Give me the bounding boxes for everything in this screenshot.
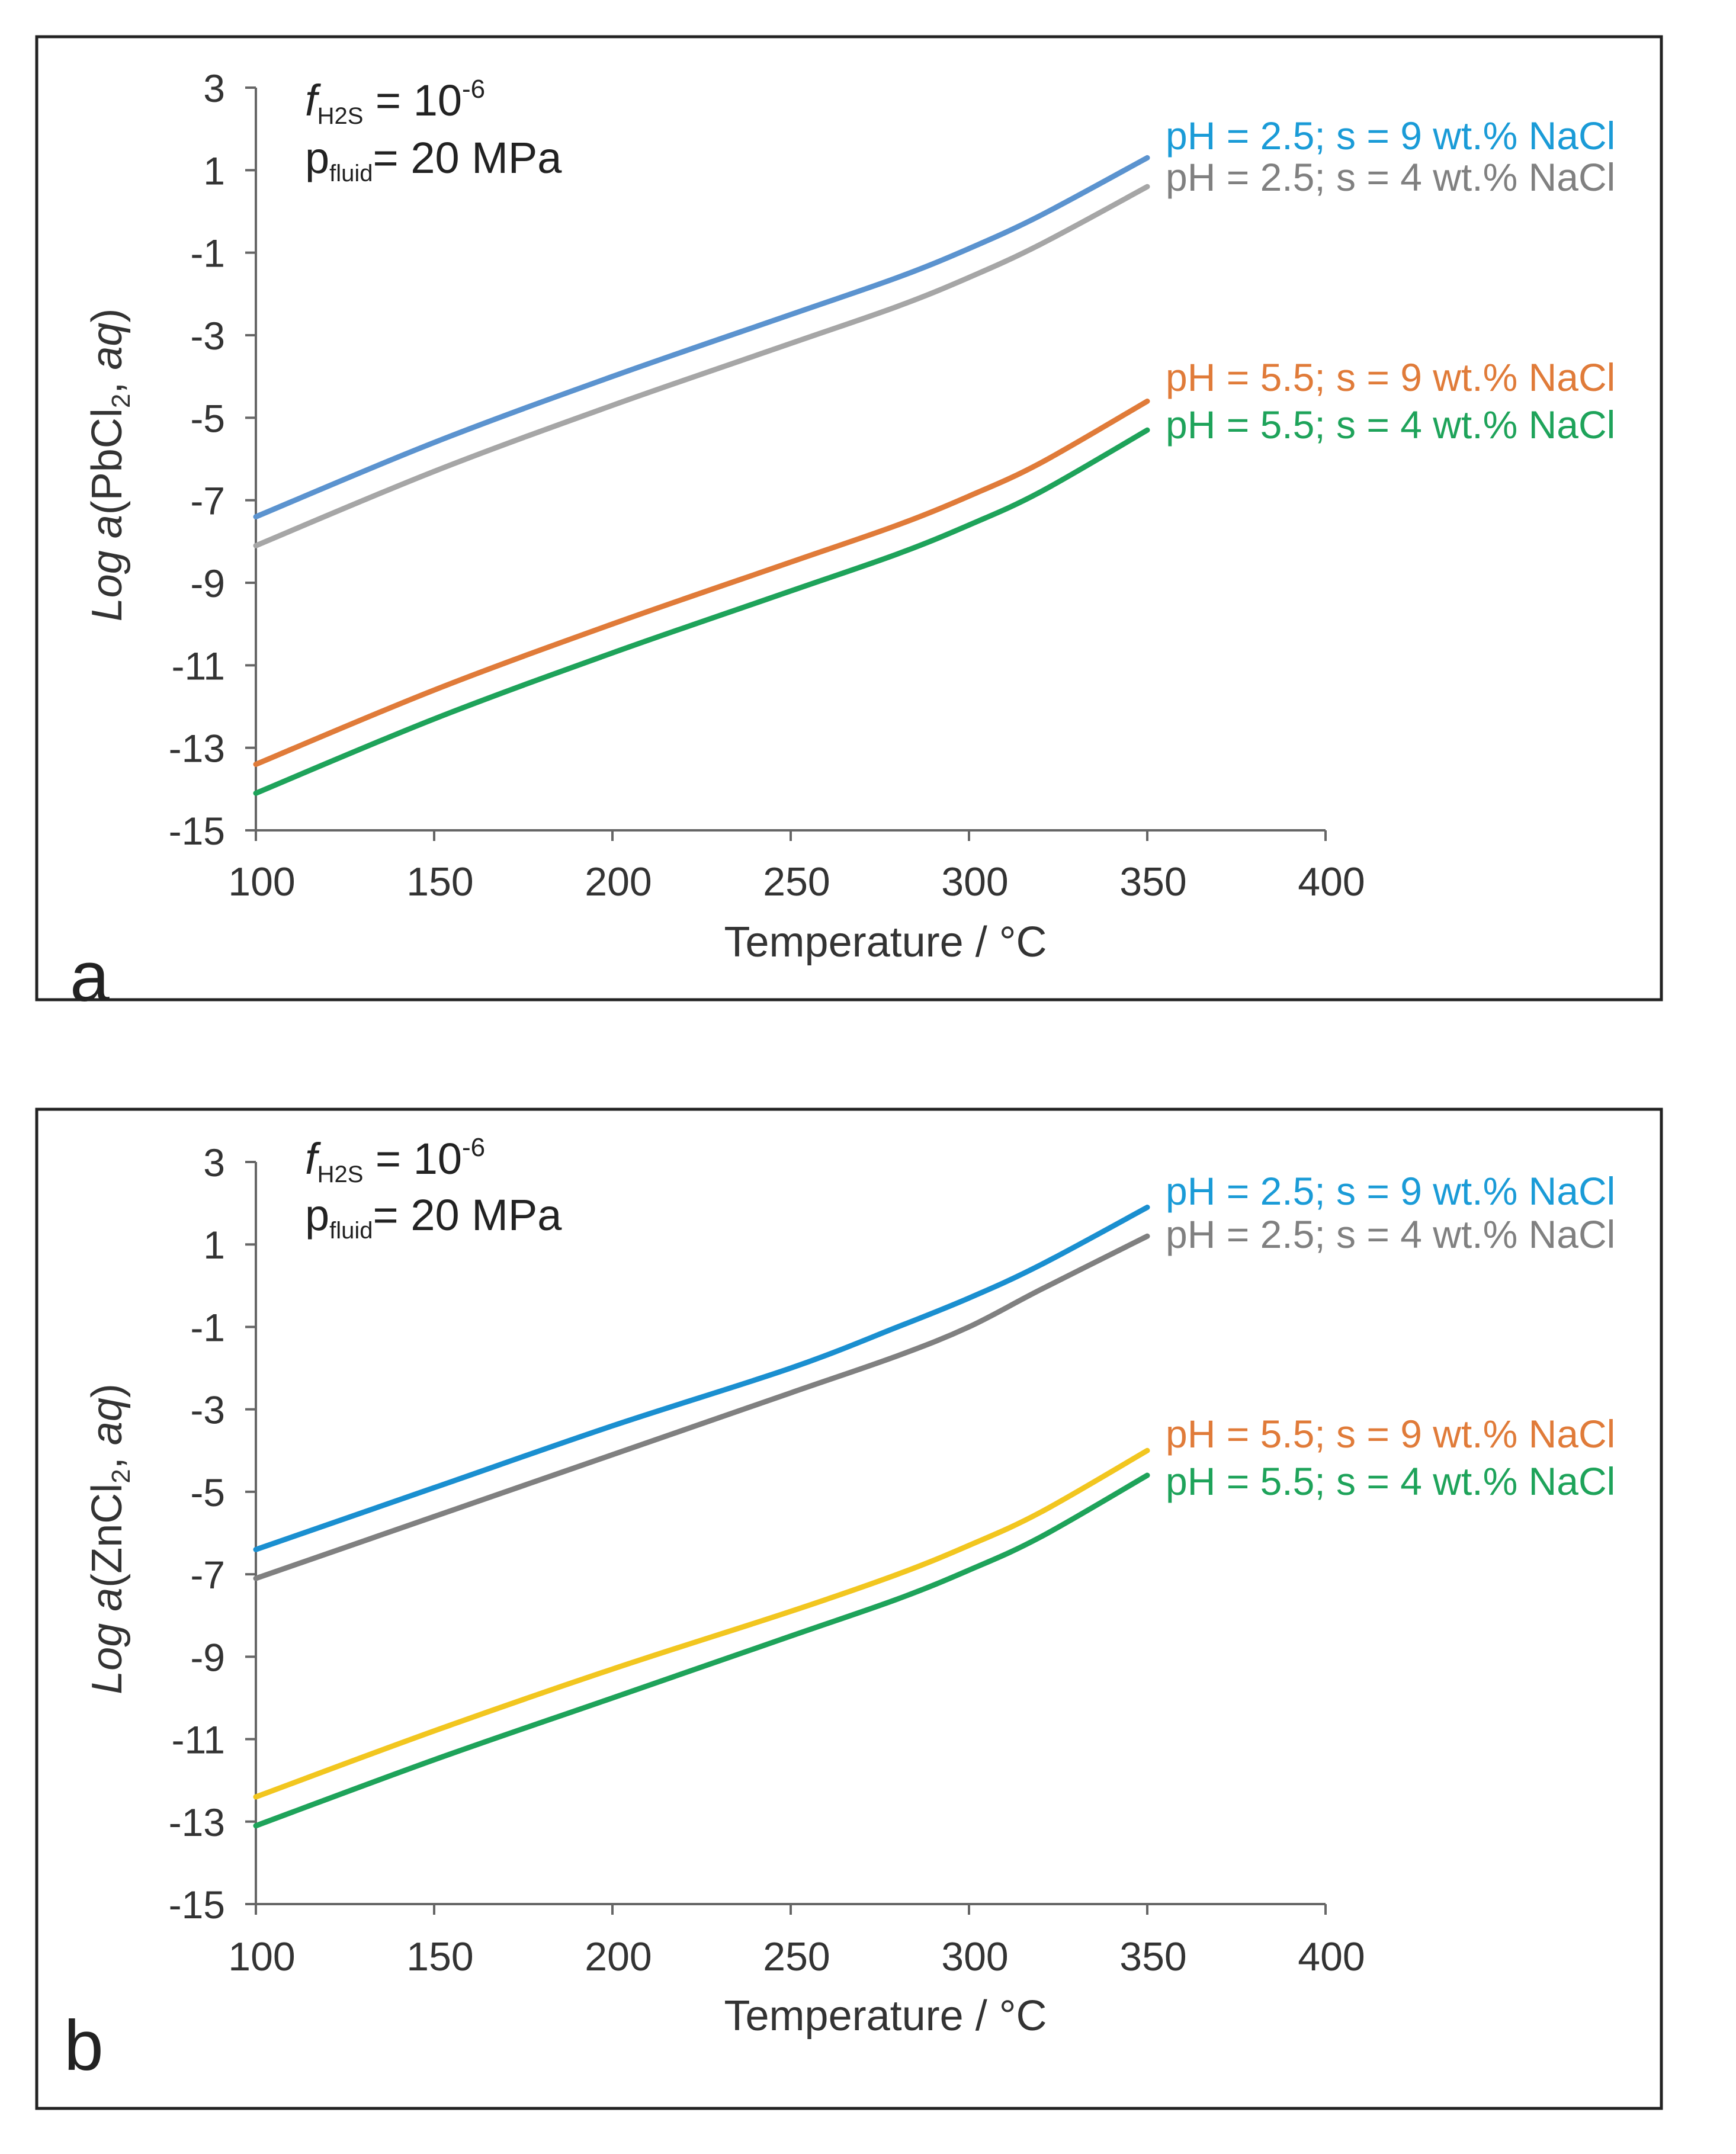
annotation-fugacity: fH2S = 10-6 <box>305 1133 485 1187</box>
annotation-fugacity: fH2S = 10-6 <box>305 75 485 129</box>
x-tick-label: 300 <box>941 1934 1008 1979</box>
annotation-pressure: pfluid= 20 MPa <box>305 1190 562 1244</box>
legend-label: pH = 5.5; s = 4 wt.% NaCl <box>1166 403 1615 447</box>
annotation-pressure: pfluid= 20 MPa <box>305 133 562 187</box>
legend-label: pH = 2.5; s = 9 wt.% NaCl <box>1166 1169 1615 1213</box>
panel-letter: a <box>70 937 110 1016</box>
series-line-1 <box>253 155 1150 520</box>
series-line-3 <box>253 398 1150 768</box>
x-tick-label: 400 <box>1298 859 1365 904</box>
x-tick-label: 250 <box>763 1934 830 1979</box>
legend-label: pH = 5.5; s = 4 wt.% NaCl <box>1166 1459 1615 1503</box>
legend-label: pH = 5.5; s = 9 wt.% NaCl <box>1166 1412 1615 1456</box>
series-line-1 <box>253 1205 1150 1552</box>
panel-frame <box>35 35 1663 1001</box>
y-tick-label: -7 <box>190 479 225 523</box>
y-tick-label: -9 <box>190 561 225 605</box>
x-tick-label: 200 <box>585 859 652 904</box>
x-tick-label: 350 <box>1119 859 1186 904</box>
legend-label: pH = 2.5; s = 9 wt.% NaCl <box>1166 114 1615 158</box>
legend-label: pH = 2.5; s = 4 wt.% NaCl <box>1166 1212 1615 1256</box>
x-tick-label: 200 <box>585 1934 652 1979</box>
panel-letter: b <box>64 2006 104 2085</box>
y-tick-label: -13 <box>169 1800 225 1844</box>
y-tick-label: -3 <box>190 1388 225 1432</box>
series-line-3 <box>253 1447 1150 1800</box>
panel-frame <box>35 1108 1663 2110</box>
x-tick-label: 100 <box>228 1934 295 1979</box>
y-tick-label: -11 <box>172 1718 226 1762</box>
legend-label: pH = 2.5; s = 4 wt.% NaCl <box>1166 155 1615 199</box>
series-line-4 <box>253 427 1150 796</box>
x-tick-label: 400 <box>1298 1934 1365 1979</box>
y-tick-label: -5 <box>190 1471 225 1514</box>
x-axis-label: Temperature / °C <box>724 919 1047 966</box>
y-tick-label: 1 <box>203 149 225 192</box>
y-tick-label: 3 <box>203 66 225 110</box>
y-axis-label: Log a(PbCl2, aq) <box>84 309 136 622</box>
y-tick-label: -11 <box>172 644 226 688</box>
x-tick-label: 300 <box>941 859 1008 904</box>
y-tick-label: 1 <box>203 1223 225 1267</box>
y-tick-label: -7 <box>190 1553 225 1597</box>
y-tick-label: -5 <box>190 396 225 440</box>
x-tick-label: 150 <box>406 1934 473 1979</box>
y-tick-label: -15 <box>169 1883 225 1927</box>
y-axis-label: Log a(ZnCl2, aq) <box>84 1383 136 1694</box>
y-tick-label: 3 <box>203 1141 225 1184</box>
x-tick-label: 100 <box>228 859 295 904</box>
y-tick-label: -9 <box>190 1635 225 1679</box>
x-tick-label: 150 <box>406 859 473 904</box>
y-tick-label: -1 <box>190 1305 225 1349</box>
y-tick-label: -3 <box>190 314 225 358</box>
x-axis-label: Temperature / °C <box>724 1992 1047 2040</box>
y-tick-label: -13 <box>169 727 225 771</box>
legend-label: pH = 5.5; s = 9 wt.% NaCl <box>1166 355 1615 399</box>
y-tick-label: -15 <box>169 809 225 853</box>
y-tick-label: -1 <box>190 232 225 275</box>
series-line-2 <box>253 184 1150 548</box>
x-tick-label: 250 <box>763 859 830 904</box>
series-line-4 <box>253 1472 1150 1829</box>
x-tick-label: 350 <box>1119 1934 1186 1979</box>
series-line-2 <box>253 1233 1150 1581</box>
